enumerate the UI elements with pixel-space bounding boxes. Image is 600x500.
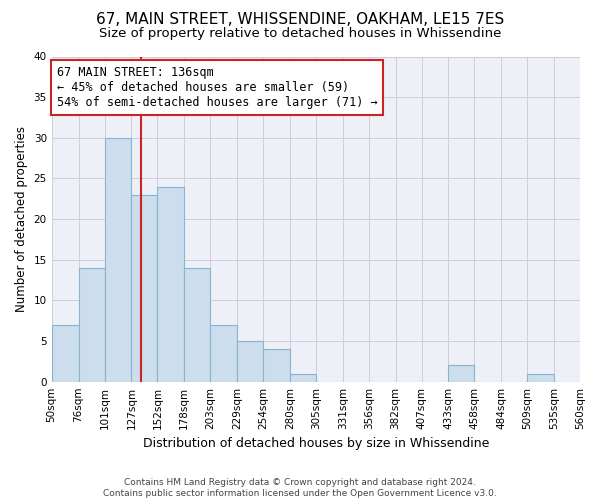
Bar [104, 138, 131, 382]
Bar [290, 374, 316, 382]
Bar [157, 186, 184, 382]
Bar [184, 268, 210, 382]
Bar [210, 325, 237, 382]
Bar [263, 349, 290, 382]
Bar [79, 268, 104, 382]
Bar [131, 194, 157, 382]
Bar [237, 341, 263, 382]
Text: 67, MAIN STREET, WHISSENDINE, OAKHAM, LE15 7ES: 67, MAIN STREET, WHISSENDINE, OAKHAM, LE… [96, 12, 504, 28]
Text: 67 MAIN STREET: 136sqm
← 45% of detached houses are smaller (59)
54% of semi-det: 67 MAIN STREET: 136sqm ← 45% of detached… [57, 66, 377, 110]
Bar [527, 374, 554, 382]
Bar [448, 366, 475, 382]
Text: Size of property relative to detached houses in Whissendine: Size of property relative to detached ho… [99, 28, 501, 40]
Bar [52, 325, 79, 382]
X-axis label: Distribution of detached houses by size in Whissendine: Distribution of detached houses by size … [143, 437, 489, 450]
Text: Contains HM Land Registry data © Crown copyright and database right 2024.
Contai: Contains HM Land Registry data © Crown c… [103, 478, 497, 498]
Y-axis label: Number of detached properties: Number of detached properties [15, 126, 28, 312]
